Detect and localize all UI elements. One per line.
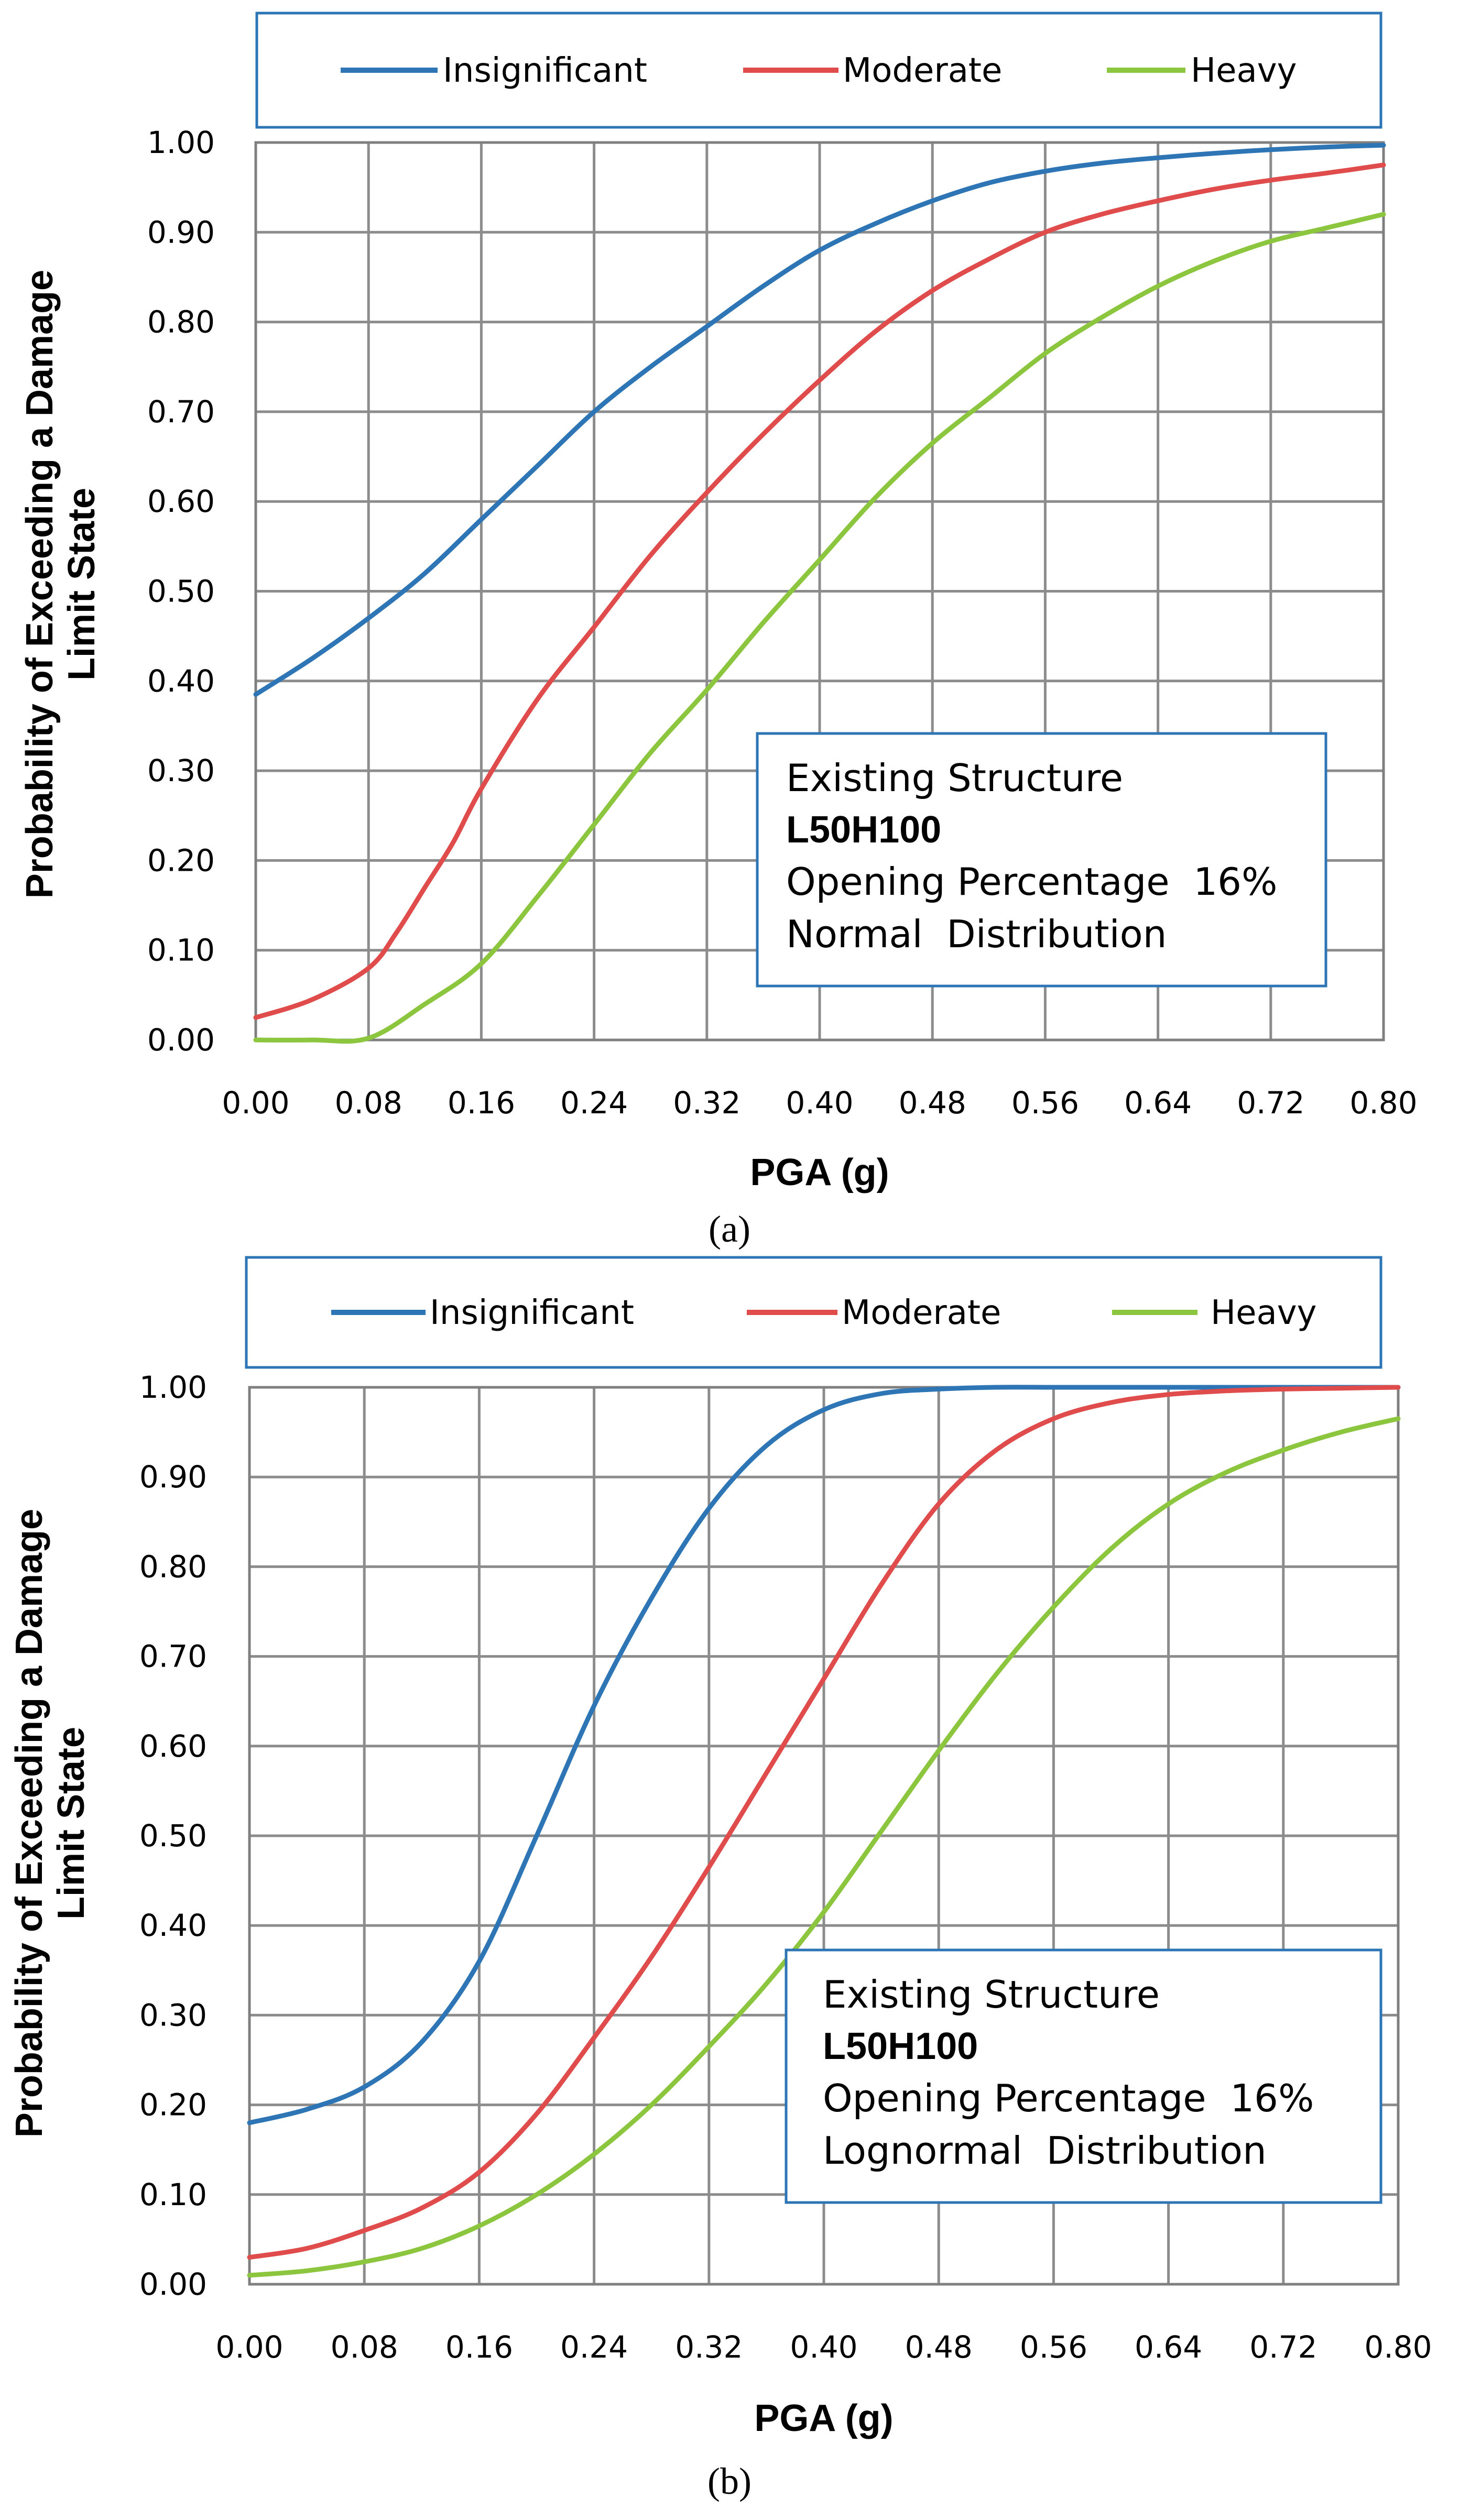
x-tick-label: 0.16	[448, 1085, 515, 1121]
legend-label-heavy: Heavy	[1191, 51, 1297, 90]
series-line-insignificant	[253, 143, 1386, 697]
series-line-heavy	[247, 1416, 1401, 2278]
legend: Insignificant Moderate Heavy	[255, 12, 1382, 129]
y-tick-label: 0.30	[147, 753, 215, 788]
x-tick-label: 0.24	[560, 2329, 628, 2365]
y-tick-label: 0.80	[147, 304, 215, 340]
y-tick-label: 0.10	[147, 933, 215, 968]
x-tick-label: 0.32	[675, 2329, 743, 2365]
annotation-line: L50H100	[786, 809, 941, 851]
x-tick-label: 0.08	[335, 1085, 402, 1121]
x-tick-label: 0.24	[560, 1085, 628, 1121]
annotation-frame	[785, 1948, 1382, 2204]
series-line-heavy	[253, 212, 1386, 1044]
annotation-box: Existing Structure L50H100 Opening Percent…	[756, 732, 1327, 988]
y-tick-label: 1.00	[139, 1369, 207, 1405]
x-tick-label: 0.80	[1364, 2329, 1432, 2365]
x-tick-label: 0.00	[222, 1085, 289, 1121]
legend-label-heavy: Heavy	[1211, 1294, 1316, 1332]
annotation-line: Lognormal Distribution	[823, 2129, 1267, 2173]
legend-label-moderate: Moderate	[843, 51, 1002, 90]
legend: Insignificant Moderate Heavy	[245, 1256, 1382, 1369]
y-tick-label: 0.80	[139, 1549, 207, 1584]
y-tick-label: 0.60	[147, 484, 215, 519]
x-tick-label: 0.56	[1020, 2329, 1087, 2365]
panel-label: (b)	[707, 2460, 752, 2502]
annotation-box: Existing Structure L50H100 Opening Percent…	[785, 1948, 1382, 2204]
y-tick-label: 1.00	[147, 125, 215, 160]
y-tick-label: 0.00	[139, 2266, 207, 2302]
y-axis-title-line: Limit State	[50, 1727, 92, 1920]
x-tick-label: 0.40	[790, 2329, 857, 2365]
x-tick-label: 0.64	[1124, 1085, 1192, 1121]
x-tick-label: 0.64	[1135, 2329, 1202, 2365]
annotation-line: Existing Structure	[786, 756, 1123, 800]
annotation-line: Normal Distribution	[786, 912, 1167, 956]
chart-a: 0.00 0.08 0.16 0.24 0.32 0.40 0.48 0.56 0.64 0.72…	[19, 12, 1418, 1250]
x-tick-label: 0.16	[445, 2329, 513, 2365]
y-tick-label: 0.00	[147, 1022, 215, 1058]
series-line-moderate	[247, 1385, 1401, 2260]
y-tick-label: 0.30	[139, 1997, 207, 2033]
plot-border	[254, 141, 1385, 1042]
y-tick-label: 0.70	[139, 1639, 207, 1674]
y-axis-title-line: Limit State	[61, 488, 103, 681]
y-tick-label: 0.90	[139, 1459, 207, 1495]
annotation-frame	[756, 732, 1327, 988]
y-tick-label: 0.90	[147, 214, 215, 250]
annotation-line: Opening Percentage 16%	[823, 2076, 1314, 2120]
series-line-moderate	[253, 162, 1386, 1020]
legend-label-insignificant: Insignificant	[430, 1294, 634, 1332]
y-tick-label: 0.70	[147, 394, 215, 430]
x-tick-label: 0.48	[899, 1085, 966, 1121]
y-tick-label: 0.50	[147, 574, 215, 609]
x-tick-label: 0.08	[331, 2329, 398, 2365]
x-tick-label: 0.72	[1249, 2329, 1317, 2365]
legend-label-insignificant: Insignificant	[443, 51, 647, 90]
x-tick-label: 0.72	[1237, 1085, 1304, 1121]
plot-border	[248, 1386, 1400, 2286]
y-axis-title-line: Probability of Exceeding a Damage	[19, 270, 61, 899]
y-tick-label: 0.40	[147, 663, 215, 699]
x-tick-label: 0.48	[905, 2329, 973, 2365]
x-axis-title: PGA (g)	[754, 2397, 893, 2439]
annotation-line: Existing Structure	[823, 1973, 1160, 2017]
series-line-insignificant	[247, 1385, 1401, 2125]
y-tick-label: 0.10	[139, 2177, 207, 2212]
chart-b: 0.00 0.08 0.16 0.24 0.32 0.40 0.48 0.56 0.64 0.72…	[8, 1256, 1432, 2502]
x-tick-label: 0.40	[786, 1085, 853, 1121]
x-axis-title: PGA (g)	[750, 1152, 889, 1193]
y-axis-title-line: Probability of Exceeding a Damage	[8, 1509, 50, 2138]
y-tick-label: 0.20	[147, 842, 215, 878]
y-tick-label: 0.50	[139, 1818, 207, 1854]
annotation-line: L50H100	[823, 2025, 978, 2067]
x-tick-label: 0.32	[673, 1085, 741, 1121]
y-tick-label: 0.40	[139, 1908, 207, 1943]
panel-label: (a)	[709, 1208, 750, 1250]
y-tick-label: 0.20	[139, 2087, 207, 2123]
x-tick-label: 0.00	[215, 2329, 283, 2365]
annotation-line: Opening Percentage 16%	[786, 860, 1277, 904]
y-tick-label: 0.60	[139, 1728, 207, 1764]
legend-label-moderate: Moderate	[842, 1294, 1001, 1332]
x-tick-label: 0.56	[1011, 1085, 1079, 1121]
x-tick-label: 0.80	[1349, 1085, 1417, 1121]
